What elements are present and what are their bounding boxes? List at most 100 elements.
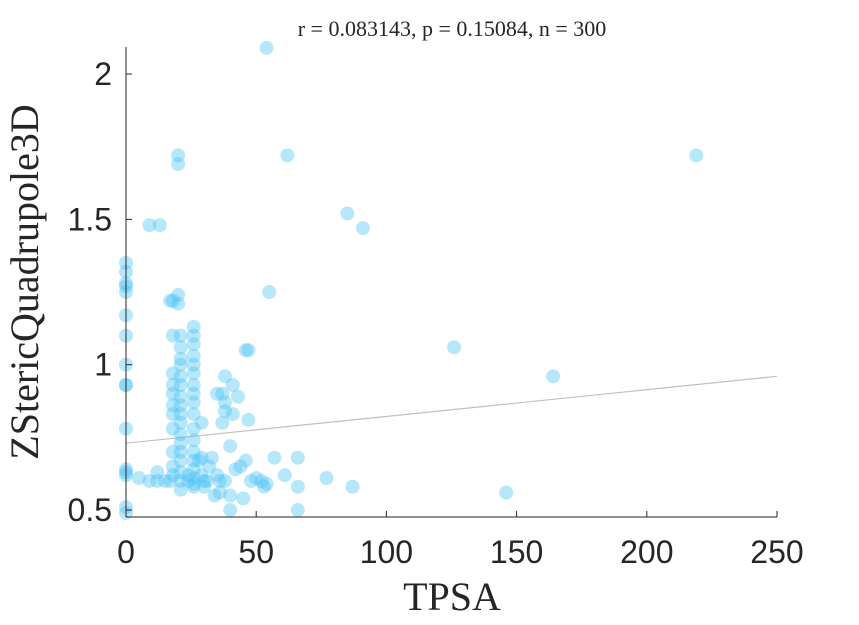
point	[267, 450, 282, 465]
point	[499, 485, 514, 500]
point	[150, 473, 165, 488]
point	[186, 357, 201, 372]
point	[186, 407, 201, 422]
point	[186, 366, 201, 381]
point	[186, 386, 201, 401]
point	[186, 453, 201, 468]
point	[165, 328, 180, 343]
point	[280, 148, 295, 163]
point	[212, 485, 227, 500]
point	[165, 444, 180, 459]
point	[173, 398, 188, 413]
point	[173, 427, 188, 442]
x-axis-label: TPSA	[403, 574, 501, 619]
point	[165, 386, 180, 401]
x-tick-label: 150	[490, 534, 543, 570]
point	[158, 473, 173, 488]
y-tick-label: 1	[94, 347, 112, 383]
point	[165, 407, 180, 422]
point	[186, 433, 201, 448]
x-tick-label: 50	[238, 534, 274, 570]
point	[173, 465, 188, 480]
point	[207, 488, 222, 503]
point	[181, 473, 196, 488]
point	[225, 378, 240, 393]
point	[215, 415, 230, 430]
point	[173, 482, 188, 497]
point	[165, 421, 180, 436]
point	[173, 369, 188, 384]
trend-line	[125, 375, 778, 444]
point	[191, 453, 206, 468]
point	[212, 473, 227, 488]
point	[173, 436, 188, 451]
point	[340, 206, 355, 221]
y-tick-label: 0.5	[68, 492, 112, 528]
point	[186, 476, 201, 491]
point	[210, 386, 225, 401]
point	[132, 471, 147, 486]
point	[290, 503, 305, 518]
point	[150, 465, 165, 480]
point	[186, 421, 201, 436]
point	[257, 479, 272, 494]
point	[290, 450, 305, 465]
point	[165, 459, 180, 474]
point	[215, 386, 230, 401]
point	[238, 453, 253, 468]
y-tick-label: 2	[94, 56, 112, 92]
point	[142, 218, 157, 233]
point	[171, 296, 186, 311]
point	[165, 398, 180, 413]
x-tick-label: 200	[620, 534, 673, 570]
point	[186, 471, 201, 486]
point	[186, 337, 201, 352]
point	[259, 40, 274, 55]
point	[165, 378, 180, 393]
point	[181, 468, 196, 483]
point	[142, 473, 157, 488]
point	[186, 378, 201, 393]
point	[223, 503, 238, 518]
point	[217, 369, 232, 384]
y-tick-label: 1.5	[68, 201, 112, 237]
point	[173, 389, 188, 404]
point	[217, 473, 232, 488]
point	[238, 343, 253, 358]
point	[173, 415, 188, 430]
point	[186, 319, 201, 334]
point	[689, 148, 704, 163]
point	[152, 218, 167, 233]
point	[197, 473, 212, 488]
point	[186, 348, 201, 363]
point	[236, 491, 251, 506]
point	[290, 479, 305, 494]
point	[277, 468, 292, 483]
point	[210, 468, 225, 483]
point	[173, 340, 188, 355]
point	[186, 462, 201, 477]
point	[173, 357, 188, 372]
point	[217, 404, 232, 419]
point	[223, 439, 238, 454]
point	[230, 389, 245, 404]
point	[173, 328, 188, 343]
point	[262, 285, 277, 300]
point	[173, 453, 188, 468]
point	[202, 459, 217, 474]
point	[243, 473, 258, 488]
point	[259, 476, 274, 491]
point	[173, 351, 188, 366]
point	[194, 415, 209, 430]
point	[186, 395, 201, 410]
point	[254, 473, 269, 488]
point	[241, 343, 256, 358]
point	[173, 473, 188, 488]
point	[223, 488, 238, 503]
point	[194, 468, 209, 483]
point	[217, 395, 232, 410]
point	[163, 473, 178, 488]
point	[194, 450, 209, 465]
chart-title: r = 0.083143, p = 0.15084, n = 300	[298, 16, 607, 41]
